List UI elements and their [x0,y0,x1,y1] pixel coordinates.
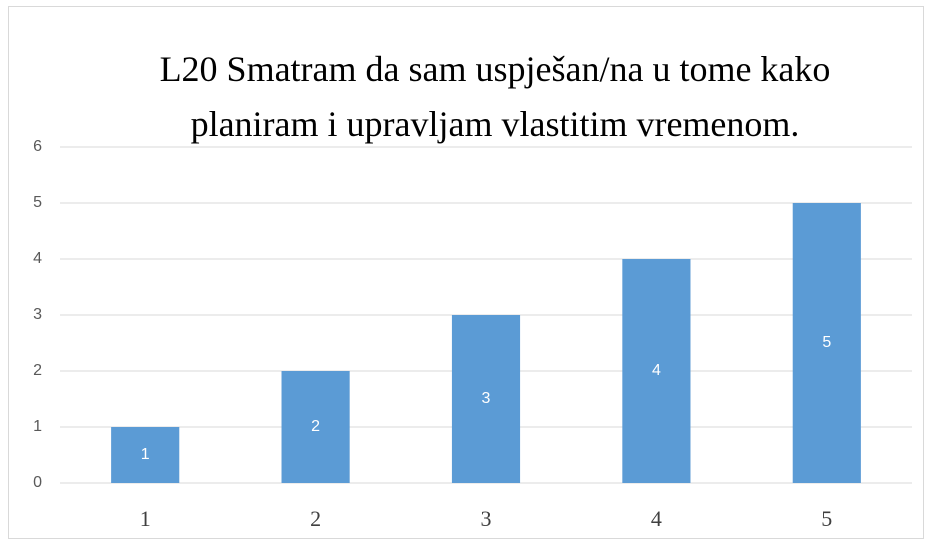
data-label: 3 [482,390,491,407]
y-tick-label: 1 [33,418,42,435]
y-tick-label: 3 [33,306,42,323]
bar [622,259,691,483]
bar [111,427,180,483]
bar [792,203,861,483]
data-label: 2 [311,418,320,435]
bar [281,371,350,483]
y-tick-label: 6 [33,138,42,155]
x-tick-label: 4 [651,506,662,531]
y-tick-label: 5 [33,194,42,211]
x-tick-label: 3 [481,506,492,531]
x-tick-label: 5 [821,506,832,531]
y-tick-label: 4 [33,250,42,267]
data-label: 5 [822,334,831,351]
bar [451,315,521,483]
x-tick-label: 2 [310,506,321,531]
y-tick-label: 0 [33,474,42,491]
data-label: 4 [652,362,661,379]
chart-frame [8,6,924,539]
x-tick-label: 1 [140,506,151,531]
data-label: 1 [141,446,150,463]
y-tick-label: 2 [33,362,42,379]
chart-title: L20 Smatram da sam uspješan/na u tome ka… [159,49,831,144]
